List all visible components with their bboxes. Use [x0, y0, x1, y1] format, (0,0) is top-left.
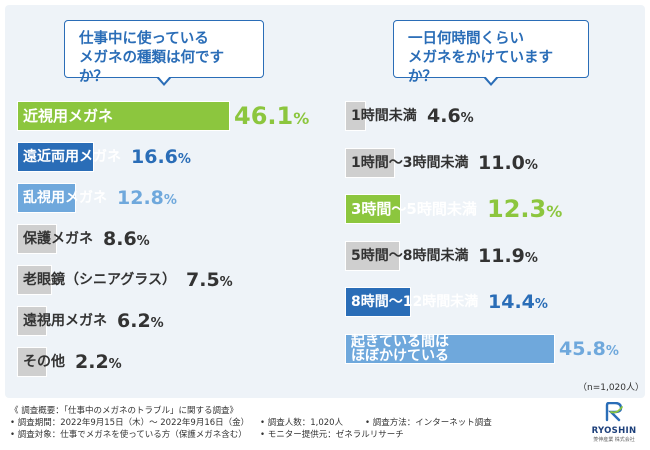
bar-value-number: 12.3: [487, 195, 547, 223]
bar-label: 起きている間は ほぼかけている: [351, 333, 449, 364]
bar-value: 45.8%: [559, 334, 619, 364]
bar-row: その他 2.2%: [17, 347, 340, 377]
bar-value: 8.6%: [103, 224, 150, 254]
bar-value: 11.0%: [478, 148, 538, 178]
bar-label: 近視用メガネ: [23, 107, 114, 125]
bar-label: 8時間～12時間未満: [351, 294, 479, 310]
bar: [17, 101, 230, 131]
bar-value-unit: %: [136, 234, 150, 249]
bar-value: 4.6%: [427, 101, 474, 131]
footer-method: • 調査方法：インターネット調査: [365, 418, 492, 428]
bar-value-unit: %: [534, 297, 548, 312]
bar: [17, 265, 52, 295]
bar-value-number: 2.2: [75, 351, 109, 373]
bar-value-number: 46.1: [234, 102, 294, 130]
bar-value-unit: %: [524, 157, 538, 173]
bar-value-unit: %: [524, 250, 538, 266]
bar-value: 6.2%: [117, 306, 164, 336]
bar-value-number: 8.6: [103, 228, 137, 250]
bar: [17, 183, 77, 213]
bar: [345, 147, 396, 178]
bar-label: 遠近両用メガネ: [23, 149, 121, 165]
bar-row: 遠近両用メガネ 16.6%: [17, 142, 340, 172]
bar-row: 1時間～3時間未満 11.0%: [345, 147, 650, 178]
footer-row-2: • 調査対象：仕事でメガネを使っている方（保護メガネ含む） • モニター提供元：…: [10, 429, 404, 441]
bar-value-number: 16.6: [131, 146, 178, 168]
bar-label: 保護メガネ: [23, 231, 93, 247]
bar-value-unit: %: [546, 202, 563, 221]
bar-row: 5時間～8時間未満 11.9%: [345, 240, 650, 271]
sample-size-note: （n=1,020人）: [578, 383, 645, 393]
bar-value-unit: %: [108, 357, 122, 372]
bar: [345, 287, 412, 317]
bar-row: 1時間未満 4.6%: [345, 101, 650, 131]
ryoshin-logo-icon: [605, 401, 623, 422]
footer-provider: • モニター提供元：ゼネラルリサーチ: [260, 430, 404, 440]
bar-row: 乱視用メガネ 12.8%: [17, 183, 340, 213]
bar: [17, 224, 57, 254]
company-logo: RYOSHIN 菱伸産業 株式会社: [585, 401, 643, 446]
question-right-line2: メガネをかけていますか？: [408, 50, 553, 85]
bar-value-unit: %: [293, 109, 310, 128]
question-left-line1: 仕事中に使っている: [79, 31, 209, 47]
bar-value: 7.5%: [186, 265, 233, 295]
bar-value-number: 45.8: [559, 337, 606, 360]
bar-label: 1時間～3時間未満: [351, 154, 469, 171]
bar-label: 3時間～5時間未満: [351, 200, 477, 218]
bar-row: 起きている間は ほぼかけている 45.8%: [345, 333, 650, 364]
logo-name: RYOSHIN: [591, 426, 637, 436]
bar-label: 1時間未満: [351, 108, 417, 124]
bar: [17, 347, 47, 377]
bar-row: 保護メガネ 8.6%: [17, 224, 340, 254]
question-right-box: 一日何時間くらい メガネをかけていますか？: [393, 20, 589, 86]
bar-value-unit: %: [219, 275, 233, 290]
footer-overview: 《 調査概要：「仕事中のメガネのトラブル」に関する調査》: [10, 406, 238, 416]
bar-label: 乱視用メガネ: [23, 190, 107, 206]
question-left-box: 仕事中に使っている メガネの種類は何ですか？: [64, 20, 264, 86]
bar-value: 14.4%: [488, 287, 548, 317]
bar-value: 16.6%: [131, 142, 191, 172]
bar: [345, 240, 400, 271]
bar-value: 12.3%: [487, 194, 562, 224]
bar-row: 近視用メガネ 46.1%: [17, 101, 340, 131]
bar: [345, 333, 555, 364]
bar-value: 2.2%: [75, 347, 122, 377]
bar-label: その他: [23, 354, 65, 370]
bar-label: 老眼鏡（シニアグラス）: [23, 272, 177, 288]
footer-target: • 調査対象：仕事でメガネを使っている方（保護メガネ含む）: [10, 430, 247, 440]
bar-value-number: 11.0: [478, 151, 525, 174]
footer-period: • 調査期間：2022年9月15日（木）～ 2022年9月16日（金）: [10, 418, 250, 428]
bar-value: 11.9%: [478, 241, 538, 271]
bar: [345, 101, 367, 131]
bar-value-number: 14.4: [488, 291, 535, 313]
bar-row: 遠視用メガネ 6.2%: [17, 306, 340, 336]
bar-value-unit: %: [605, 343, 619, 359]
bar-value: 46.1%: [234, 101, 309, 131]
bar: [345, 194, 402, 224]
bar-value-number: 6.2: [117, 310, 151, 332]
bar-row: 老眼鏡（シニアグラス） 7.5%: [17, 265, 340, 295]
bar-value-number: 12.8: [117, 187, 164, 209]
bar-row: 3時間～5時間未満 12.3%: [345, 194, 650, 224]
bar-value-unit: %: [163, 193, 177, 208]
bar-value-unit: %: [177, 152, 191, 167]
bar: [17, 142, 94, 172]
survey-footer: 《 調査概要：「仕事中のメガネのトラブル」に関する調査》 • 調査期間：2022…: [10, 405, 492, 441]
question-right-line1: 一日何時間くらい: [408, 31, 524, 47]
bar-value-unit: %: [150, 316, 164, 331]
footer-row-1: • 調査期間：2022年9月15日（木）～ 2022年9月16日（金） • 調査…: [10, 417, 492, 429]
bar-value-number: 11.9: [478, 244, 525, 267]
bar: [17, 306, 47, 336]
logo-sub: 菱伸産業 株式会社: [593, 437, 635, 443]
bar-row: 8時間～12時間未満 14.4%: [345, 287, 650, 317]
bar-value-unit: %: [460, 111, 474, 126]
bar-label: 5時間～8時間未満: [351, 247, 469, 264]
bar-value-number: 4.6: [427, 105, 461, 127]
question-left-line2: メガネの種類は何ですか？: [79, 50, 224, 85]
footer-count: • 調査人数：1,020人: [260, 418, 344, 428]
bar-value: 12.8%: [117, 183, 177, 213]
bar-label: 遠視用メガネ: [23, 313, 107, 329]
bar-value-number: 7.5: [186, 269, 220, 291]
